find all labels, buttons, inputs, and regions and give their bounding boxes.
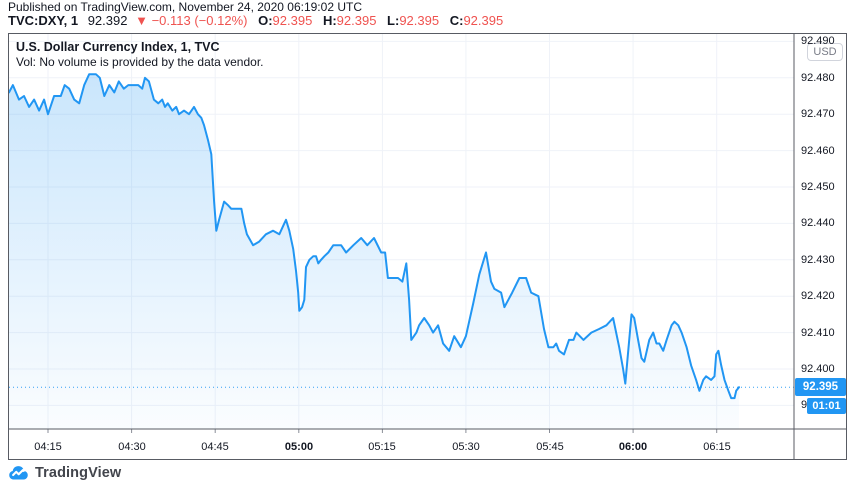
area-fill: [9, 74, 739, 429]
chart-legend-volume: Vol: No volume is provided by the data v…: [16, 55, 264, 69]
y-axis-label: 92.490: [801, 35, 835, 47]
last-price-text: 92.392: [87, 13, 128, 28]
x-axis-label: 05:30: [452, 441, 480, 453]
y-axis-label: 92.460: [801, 145, 835, 157]
y-axis-label: 92.470: [801, 108, 835, 120]
close-label: C:: [449, 13, 464, 28]
tradingview-logo-icon[interactable]: [8, 465, 29, 482]
x-axis-label: 04:30: [118, 441, 146, 453]
y-axis-label: 92.400: [801, 363, 835, 375]
price-change-text: ▼ −0.113 (−0.12%): [135, 13, 248, 28]
symbol-info-line: TVC:DXY, 1 92.392 ▼ −0.113 (−0.12%) O:92…: [8, 13, 503, 29]
y-axis-label: 92.410: [801, 327, 835, 339]
x-axis-label: 06:15: [703, 441, 731, 453]
high-label: H:: [322, 13, 337, 28]
chart-legend: U.S. Dollar Currency Index, 1, TVC Vol: …: [16, 39, 263, 70]
chart-frame: U.S. Dollar Currency Index, 1, TVC Vol: …: [8, 33, 847, 460]
open-value: 92.395: [272, 13, 313, 28]
chart-legend-title: U.S. Dollar Currency Index, 1, TVC: [16, 40, 220, 54]
y-axis-label: 92.450: [801, 181, 835, 193]
brand-name[interactable]: TradingView: [35, 465, 122, 481]
y-axis-label: 92.440: [801, 217, 835, 229]
y-axis-label: 92.430: [801, 254, 835, 266]
price-chart-plot: [9, 34, 846, 459]
x-axis-label: 04:45: [201, 441, 229, 453]
close-value: 92.395: [463, 13, 504, 28]
low-label: L:: [387, 13, 400, 28]
y-axis-label: 92.420: [801, 290, 835, 302]
y-axis-label: 92.480: [801, 72, 835, 84]
x-axis-label: 04:15: [34, 441, 62, 453]
x-axis-label: 05:00: [284, 441, 314, 453]
high-value: 92.395: [336, 13, 377, 28]
published-line: Published on TradingView.com, November 2…: [8, 0, 362, 14]
last-price-badge: 92.395: [795, 378, 846, 396]
symbol-name: TVC:DXY, 1: [8, 13, 79, 28]
price-line: [9, 73, 740, 400]
bar-countdown-badge: 01:01: [807, 398, 846, 414]
tradingview-link[interactable]: TradingView: [8, 463, 121, 483]
x-axis-label: 05:45: [536, 441, 564, 453]
x-axis-label: 05:15: [368, 441, 396, 453]
currency-unit-badge: USD: [807, 43, 843, 61]
low-value: 92.395: [399, 13, 440, 28]
x-axis-label: 06:00: [618, 441, 648, 453]
open-label: O:: [258, 13, 273, 28]
